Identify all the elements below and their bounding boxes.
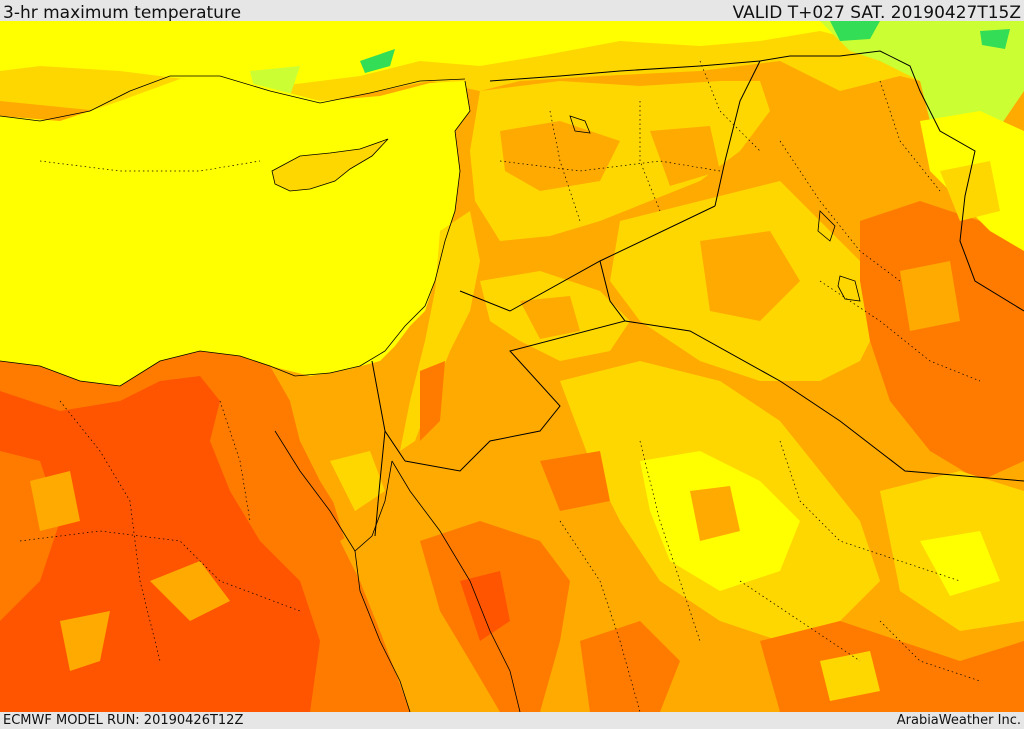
valid-time: VALID T+027 SAT. 20190427T15Z [732,3,1021,23]
north-green-core [830,21,880,41]
mediterranean-sea [0,79,470,386]
temperature-map [0,21,1024,712]
map-footer: ECMWF MODEL RUN: 20190426T12Z ArabiaWeat… [0,712,1024,729]
admin-boundaries [19,60,981,712]
syria-warm [470,81,770,241]
coastlines [0,75,861,712]
credit-label: ArabiaWeather Inc. [896,713,1021,728]
map-header: 3-hr maximum temperature VALID T+027 SAT… [0,0,1024,23]
north-yellow-band [0,21,1024,86]
north-green-patch [820,21,1024,141]
cyprus-island [271,138,389,192]
model-run-label: ECMWF MODEL RUN: 20190426T12Z [3,713,244,728]
country-borders [371,50,1024,537]
map-title: 3-hr maximum temperature [3,3,242,23]
